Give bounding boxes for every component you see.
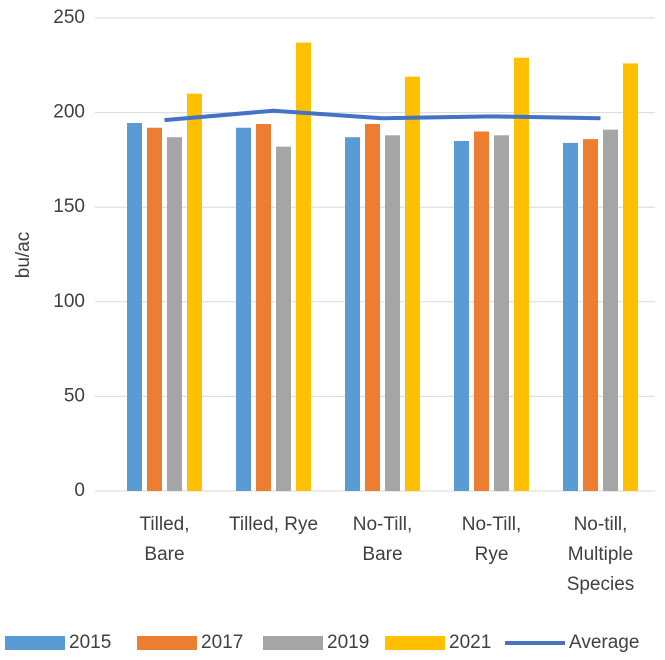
legend-swatch [263,636,323,650]
x-tick-label: Tilled, Rye [229,514,318,535]
bar [583,139,598,491]
x-tick-label: Bare [362,544,402,565]
bar [276,146,291,491]
bar [514,57,529,492]
legend-swatch [5,636,65,650]
bar [385,135,400,491]
x-tick-label: Species [567,574,635,595]
bar [563,142,578,491]
legend-label: 2021 [449,632,491,653]
x-tick-label: Multiple [568,544,633,565]
line [164,108,601,123]
x-tick-label: Rye [475,544,509,565]
bar [454,140,469,492]
bar [167,137,182,492]
legend-swatch [385,636,445,650]
y-tick-label: 150 [53,196,85,217]
bar [296,42,311,491]
bar [345,137,360,492]
y-tick-label: 100 [53,291,85,312]
y-tick-label: 250 [53,7,85,28]
y-tick-label: 50 [64,385,85,406]
bar [603,129,618,492]
legend-label: 2017 [201,632,243,653]
legend-label: 2019 [327,632,369,653]
bar [127,123,142,492]
y-axis-label: bu/ac [13,232,34,278]
bar [236,127,251,492]
y-tick-label: 0 [74,480,85,501]
bar [147,127,162,492]
bar [405,76,420,491]
bar [256,123,271,492]
legend-swatch [137,636,197,650]
legend-label: Average [569,632,639,653]
bar [474,131,489,491]
x-tick-label: No-till, [574,514,628,535]
x-tick-label: Tilled, [140,514,190,535]
bar [494,135,509,491]
bar [623,63,638,492]
y-tick-label: 200 [53,102,85,123]
x-tick-label: No-Till, [462,514,521,535]
legend-label: 2015 [69,632,111,653]
x-tick-label: No-Till, [353,514,412,535]
x-tick-label: Bare [144,544,184,565]
bar [187,93,202,492]
bar [365,123,380,492]
